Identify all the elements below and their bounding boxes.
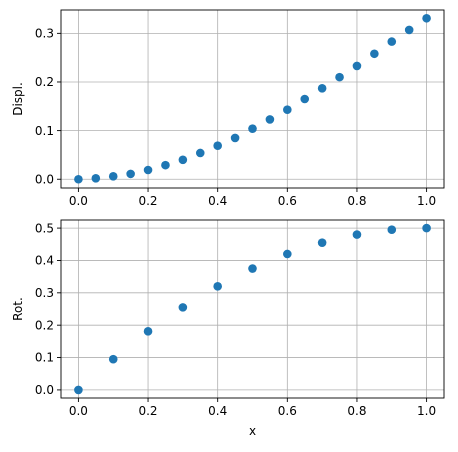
displ-data-point	[126, 169, 135, 179]
rot-data-point	[178, 303, 188, 312]
rot-x-axis-label: x	[249, 424, 256, 438]
displ-x-tick-label: 0.8	[347, 194, 366, 208]
rot-y-tick-label: 0.3	[35, 286, 54, 300]
displ-data-point	[422, 13, 431, 23]
rot-y-tick-label: 0.1	[35, 351, 54, 365]
rot-x-tick-label: 0.2	[138, 404, 157, 418]
displ-x-tick-label: 0.6	[278, 194, 297, 208]
displ-data-point	[352, 61, 362, 71]
displ-y-tick-label: 0.1	[35, 124, 54, 138]
rot-data-point	[283, 249, 292, 259]
rot-y-tick-label: 0.5	[35, 221, 54, 235]
rot-data-point	[387, 225, 397, 235]
rot-data-point	[248, 264, 257, 273]
rot-data-point	[422, 223, 431, 233]
displ-data-point	[91, 173, 101, 183]
displ-data-point	[161, 160, 170, 170]
rot-x-tick-label: 0.6	[278, 404, 297, 418]
rot-x-tick-label: 1.0	[417, 404, 436, 418]
rot-y-tick-label: 0.2	[35, 318, 54, 332]
displ-data-point	[283, 105, 292, 114]
displ-data-point	[213, 141, 222, 150]
displacement-subplot: 0.0 0.2 0.4 0.6 0.8 1.0 0.0 0.1 0.2 0.3 Displ.	[11, 9, 445, 208]
rot-data-point	[317, 238, 327, 247]
rotation-subplot: 0.0 0.2 0.4 0.6 0.8 1.0 0.0 0.1 0.2 0.3 0.4 0.5 Rot.…	[11, 219, 445, 438]
displ-data-point	[230, 133, 240, 143]
displ-data-point	[317, 84, 327, 93]
displ-data-point	[335, 72, 344, 82]
rot-x-tick-label: 0.0	[69, 404, 88, 418]
rot-data-point	[352, 230, 362, 239]
displ-data-point	[265, 115, 275, 124]
displ-y-tick-label: 0.0	[35, 172, 54, 186]
displ-data-point	[195, 148, 205, 158]
rot-data-point	[213, 282, 222, 291]
displ-y-axis-label: Displ.	[11, 82, 25, 116]
displ-x-tick-label: 1.0	[417, 194, 436, 208]
displ-data-point	[74, 174, 83, 184]
rot-axes-frame	[60, 219, 445, 399]
displ-data-point	[404, 25, 414, 35]
displ-data-point	[143, 165, 153, 175]
rot-x-tick-label: 0.4	[208, 404, 227, 418]
displ-data-point	[300, 94, 310, 104]
displ-x-tick-label: 0.4	[208, 194, 227, 208]
displ-y-tick-label: 0.3	[35, 27, 54, 41]
displ-x-tick-label: 0.0	[69, 194, 88, 208]
displ-axes-frame	[60, 9, 445, 189]
displ-data-point	[370, 49, 379, 59]
displ-x-tick-label: 0.2	[138, 194, 157, 208]
rot-data-point	[108, 354, 118, 364]
rot-y-tick-label: 0.0	[35, 383, 54, 397]
displ-data-point	[178, 155, 188, 165]
rot-data-point	[74, 385, 83, 395]
displ-y-tick-label: 0.2	[35, 75, 54, 89]
rot-data-point	[143, 327, 153, 336]
displ-data-point	[108, 172, 118, 181]
rot-y-tick-label: 0.4	[35, 254, 54, 268]
displ-data-point	[387, 37, 397, 46]
displ-data-point	[248, 124, 257, 133]
rot-x-tick-label: 0.8	[347, 404, 366, 418]
rot-y-axis-label: Rot.	[11, 297, 25, 321]
